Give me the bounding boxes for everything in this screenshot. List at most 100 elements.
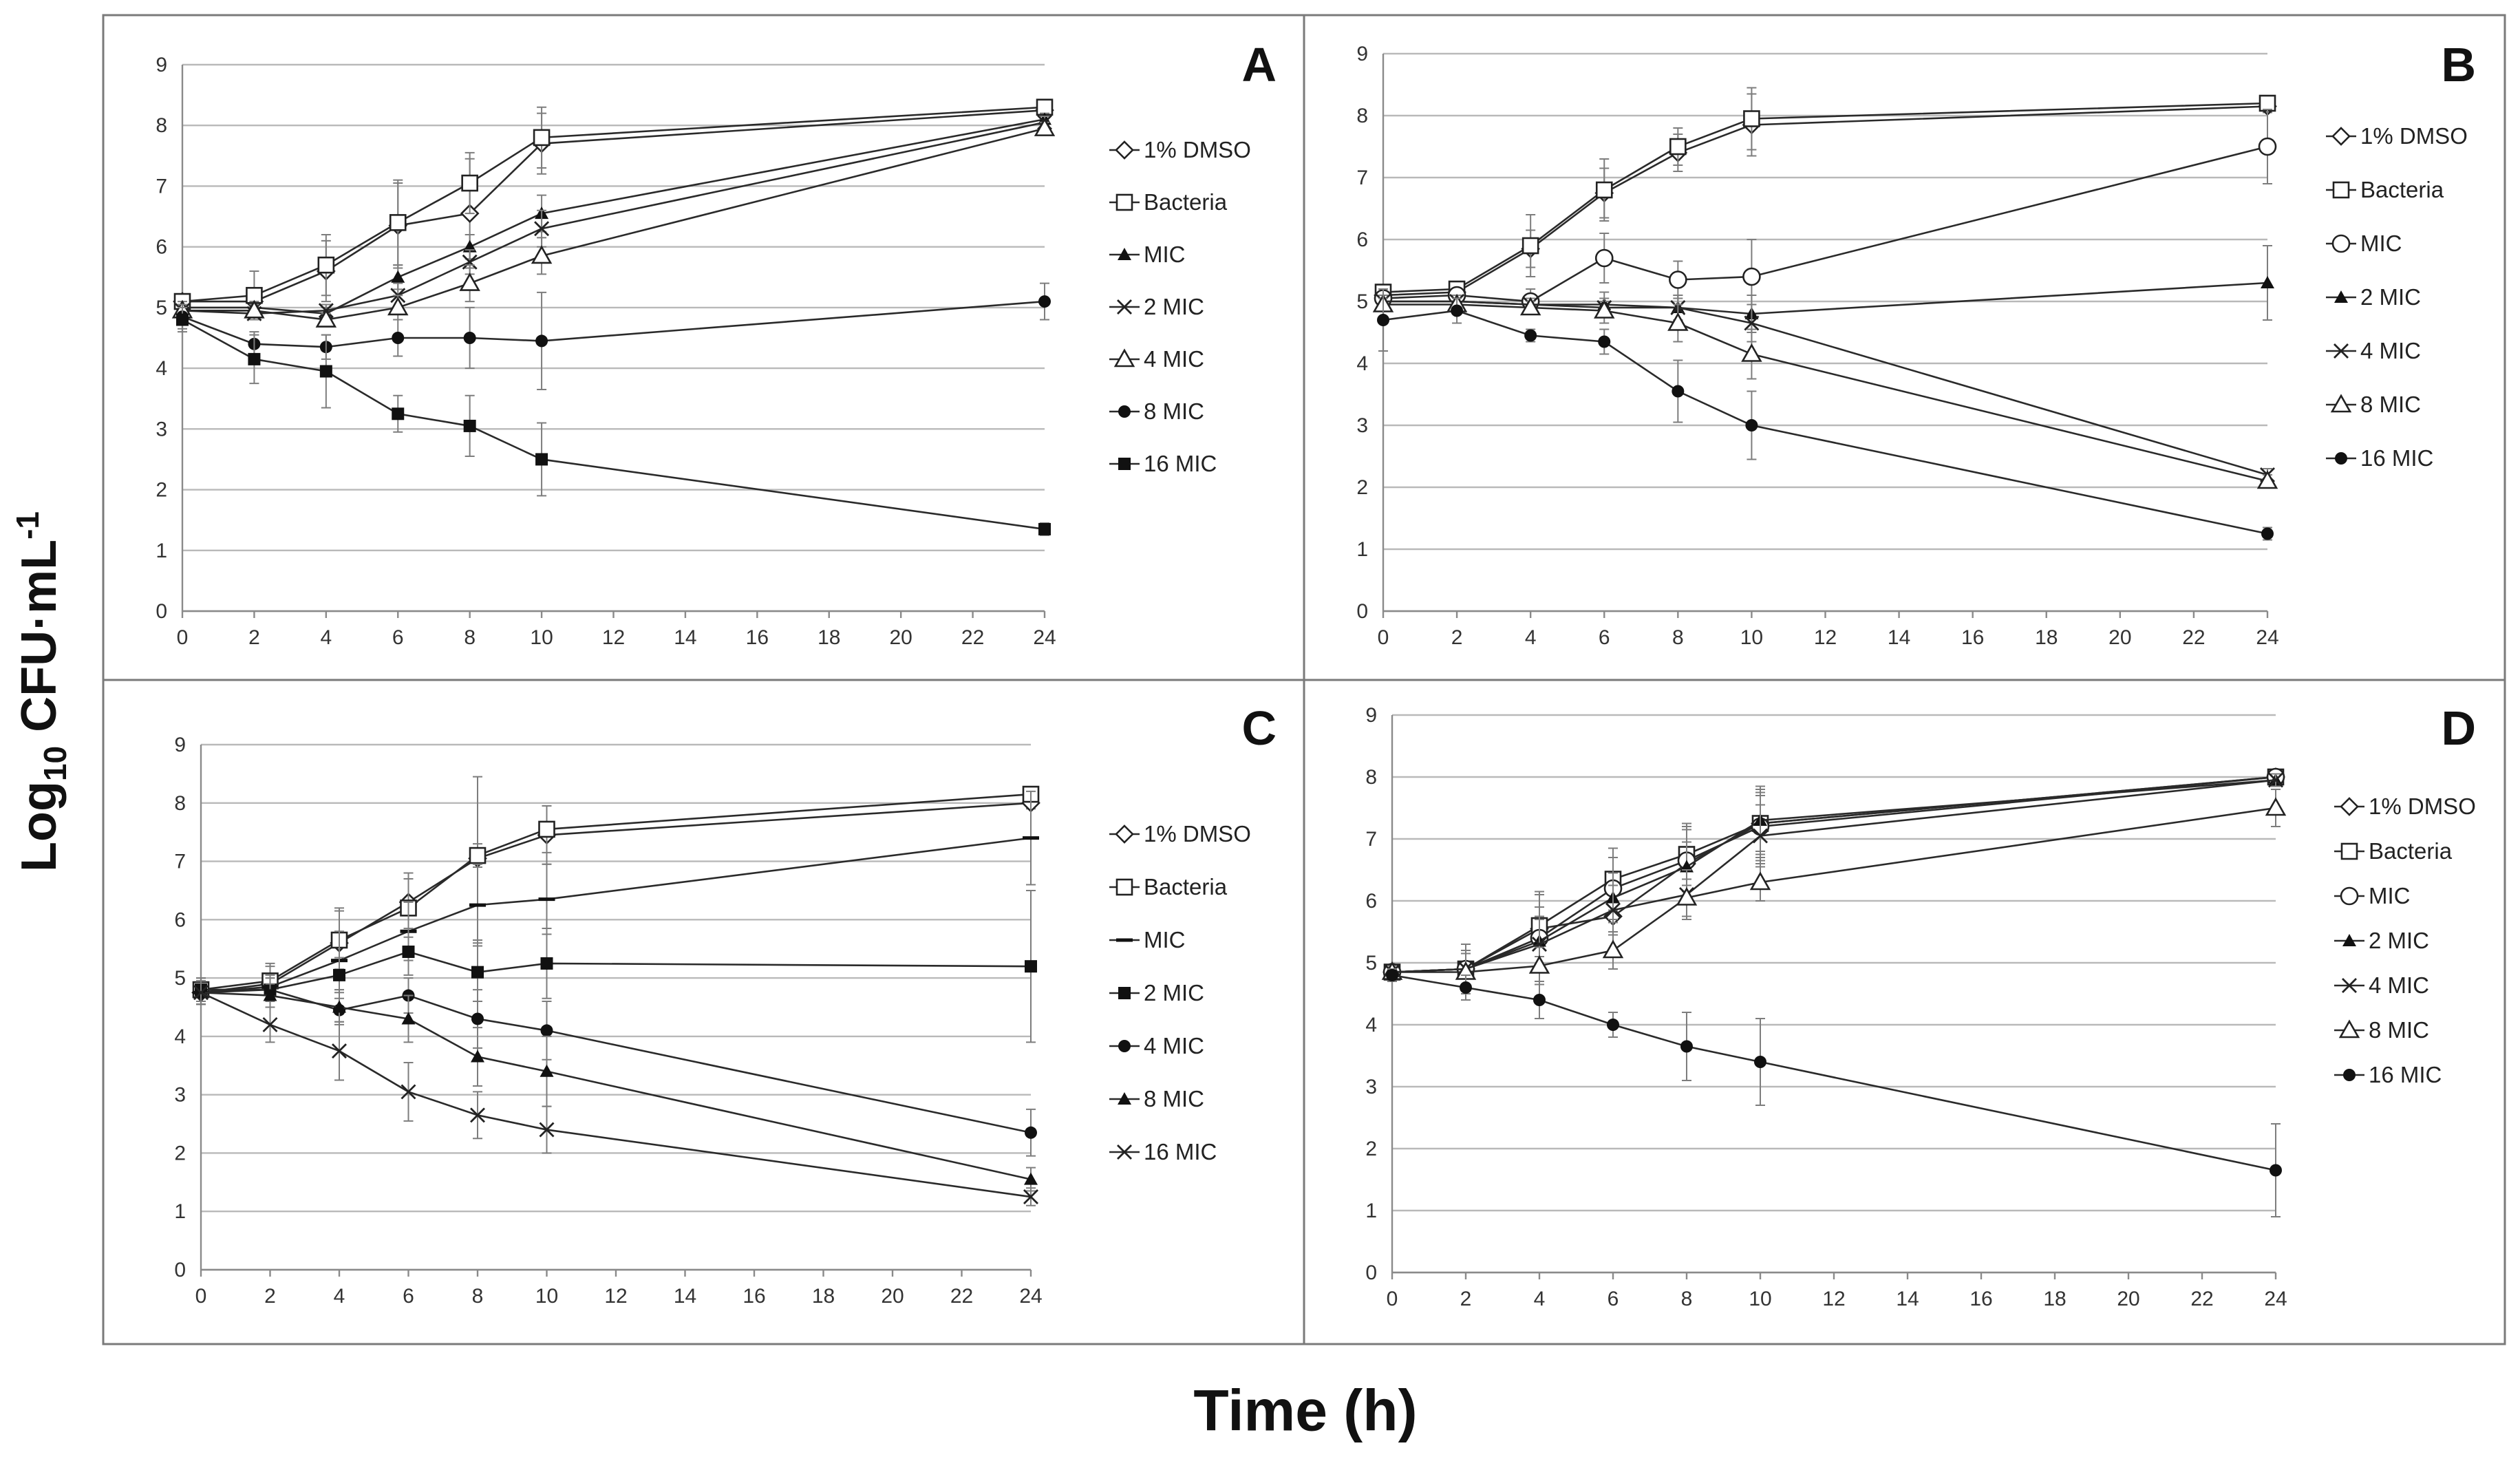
panel-b-series-bacteria-point-6h <box>1595 181 1613 199</box>
panel-c-series-16-mic-point-2h-shape <box>262 1016 278 1032</box>
x-axis-title: Time (h) <box>1193 1378 1418 1443</box>
panel-b-series-bacteria-legend-entry: Bacteria <box>2326 177 2444 202</box>
panel-d-series-mic-legend-marker-shape <box>2340 886 2359 906</box>
panel-c-series-4-mic-point-10h-shape <box>540 1024 553 1037</box>
panel-d-series-1-dmso-legend-entry: 1% DMSO <box>2334 794 2476 819</box>
panel-d-series-mic-legend-entry: MIC <box>2334 883 2411 908</box>
panel-a-series-16-mic-line <box>182 319 1045 531</box>
panel-b-series-8-mic <box>1372 293 2278 489</box>
panel-c-series-4-mic-point-24h <box>1025 1126 1037 1139</box>
panel-d-x-tick-2: 2 <box>1460 1288 1472 1310</box>
panel-a-series-4-mic-legend-marker <box>1113 348 1135 368</box>
panel-b-series-16-mic-legend-label: 16 MIC <box>2360 445 2433 471</box>
panel-b-series-bacteria-legend-marker <box>2332 181 2350 199</box>
panel-d-y-tick-0: 0 <box>1365 1261 1377 1284</box>
panel-b-series-2-mic-point-24h-shape <box>2261 276 2274 288</box>
panel-c-series-4-mic-legend-marker <box>1118 1040 1131 1052</box>
panel-b-series-8-mic-point-10h <box>1741 343 1762 362</box>
panel-c-x-tick-18: 18 <box>812 1285 835 1308</box>
panel-a-series-16-mic-point-2h <box>248 352 261 365</box>
panel-b-y-tick-8: 8 <box>1356 105 1368 127</box>
panel-c-series-8-mic-point-4h-shape <box>332 1000 346 1013</box>
panel-a-series-4-mic-point-8h-shape <box>459 272 480 291</box>
panel-b-y-tick-2: 2 <box>1356 476 1368 499</box>
panel-b-series-1-dmso-legend-marker-shape <box>2331 127 2351 146</box>
panel-c-series-8-mic-point-10h-shape <box>540 1064 554 1077</box>
y-axis-title-subscript: 10 <box>37 745 74 782</box>
panel-c-series-bacteria-line <box>200 793 1032 991</box>
panel-d-series-2-mic-legend-marker <box>2342 934 2356 946</box>
panel-c-series-bacteria-point-8h-shape <box>469 846 487 864</box>
panel-b-x-tick-6: 6 <box>1599 626 1610 649</box>
panel-a-series-16-mic-legend-entry: 16 MIC <box>1109 451 1217 476</box>
panel-a-series-bacteria-point-6h <box>389 214 407 231</box>
panel-b-series-16-mic-point-2h-shape <box>1451 304 1464 317</box>
panel-a-series-16-mic-point-24h-shape <box>1038 522 1051 535</box>
panel-c-x-tick-16: 16 <box>743 1285 765 1308</box>
panel-d-series-4-mic-legend-marker-shape <box>2342 978 2357 993</box>
panel-a-series-16-mic-legend-marker-shape <box>1118 458 1131 470</box>
panel-a-series-bacteria-point-10h <box>533 129 551 147</box>
panel-c-series-2-mic-legend-entry: 2 MIC <box>1109 980 1204 1005</box>
panel-d-series-mic-legend-label: MIC <box>2369 883 2411 908</box>
panel-d-series-16-mic-legend-marker-shape <box>2343 1069 2356 1081</box>
panel-d-series-bacteria <box>1383 768 2285 994</box>
panel-c-y-tick-9: 9 <box>174 734 186 756</box>
panel-a-series-4-mic <box>171 117 1056 328</box>
panel-c-series-1-dmso-legend-label: 1% DMSO <box>1144 821 1251 846</box>
panel-d-series-1-dmso-legend-label: 1% DMSO <box>2369 794 2476 819</box>
panel-a-series-1-dmso-legend-entry: 1% DMSO <box>1109 137 1251 162</box>
panel-c-series-2-mic-point-8h-shape <box>471 966 484 979</box>
panel-b-series-8-mic-point-6h <box>1594 299 1615 319</box>
panel-a-y-tick-3: 3 <box>156 418 167 440</box>
panel-d-series-16-mic-line <box>1391 974 2276 1171</box>
panel-c-series-4-mic-legend-entry: 4 MIC <box>1109 1033 1204 1058</box>
panel-c-series-8-mic-line <box>200 992 1032 1180</box>
panel-b-series-1-dmso-legend-marker <box>2331 127 2351 146</box>
panel-c-series-16-mic-point-8h-shape <box>470 1107 485 1123</box>
panel-b-series-16-mic-legend-marker-shape <box>2335 452 2347 465</box>
panel-a-series-16-mic-point-8h-shape <box>463 419 476 432</box>
panel-b-y-tick-9: 9 <box>1356 43 1368 65</box>
panel-c-x-tick-12: 12 <box>604 1285 627 1308</box>
panel-a-frame <box>102 14 1305 681</box>
panel-b-series-16-mic-point-4h <box>1524 329 1537 342</box>
panel-c-x-tick-14: 14 <box>674 1285 696 1308</box>
panel-a-series-16-mic-point-24h <box>1038 522 1051 535</box>
panel-b-x-tick-4: 4 <box>1525 626 1537 649</box>
panel-c-series-16-mic-legend-entry: 16 MIC <box>1109 1139 1217 1164</box>
panel-d-x-tick-0: 0 <box>1387 1288 1398 1310</box>
panel-a-series-4-mic-point-4h-shape <box>315 308 337 328</box>
panel-a-series-1-dmso-line <box>182 109 1045 303</box>
panel-b-y-tick-4: 4 <box>1356 352 1368 375</box>
panel-b-series-8-mic-point-8h-shape <box>1667 312 1689 331</box>
panel-a-x-tick-24: 24 <box>1033 626 1056 649</box>
panel-d-series-4-mic-legend-entry: 4 MIC <box>2334 972 2429 998</box>
panel-d-series-16-mic-point-0h <box>1386 969 1398 981</box>
panel-d-series-16-mic <box>1386 968 2282 1217</box>
panel-d-series-4-mic-point-4h <box>1532 937 1547 952</box>
panel-a-x-tick-12: 12 <box>602 626 625 649</box>
panel-b-series-bacteria-point-6h-shape <box>1595 181 1613 199</box>
panel-b-series-8-mic-legend-label: 8 MIC <box>2360 392 2421 417</box>
panel-d-series-bacteria-legend-entry: Bacteria <box>2334 838 2453 864</box>
panel-c-series-2-mic-point-24h-shape <box>1025 960 1037 973</box>
panel-d-series-8-mic-point-4h <box>1528 955 1550 974</box>
panel-c-series-2-mic-legend-marker <box>1118 987 1131 999</box>
panel-b-series-4-mic-legend-marker-shape <box>2334 343 2349 359</box>
panel-d-y-tick-7: 7 <box>1365 828 1377 851</box>
panel-b-series-16-mic-point-8h-shape <box>1672 385 1685 398</box>
panel-a-x-tick-14: 14 <box>674 626 696 649</box>
panel-a-series-4-mic-point-10h-shape <box>531 245 553 264</box>
panel-b-series-mic-point-6h <box>1594 248 1614 268</box>
panel-a-series-4-mic-point-6h <box>387 297 409 316</box>
panel-d-series-8-mic-point-4h-shape <box>1528 955 1550 974</box>
panel-b-series-mic-point-8h-shape <box>1669 270 1687 289</box>
panel-b-series-mic-point-24h <box>2258 137 2277 156</box>
panel-b-series-16-mic-point-4h-shape <box>1524 329 1537 342</box>
panel-b-x-tick-2: 2 <box>1451 626 1463 649</box>
